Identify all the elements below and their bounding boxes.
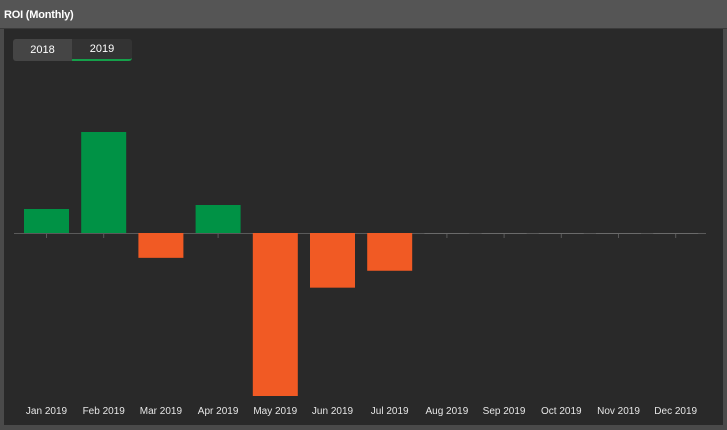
bar-jun-2019 [310, 233, 355, 288]
tab-2019[interactable]: 2019 [72, 39, 132, 61]
x-tick-label: Jun 2019 [312, 406, 354, 417]
x-tick-label: Jul 2019 [371, 406, 409, 417]
x-tick-label: Aug 2019 [425, 406, 468, 417]
x-tick-label: May 2019 [253, 406, 297, 417]
x-tick-label: Dec 2019 [654, 406, 697, 417]
bar-mar-2019 [138, 233, 184, 258]
x-tick-label: Feb 2019 [83, 406, 126, 417]
bar-apr-2019 [195, 205, 241, 233]
widget-title: ROI (Monthly) [4, 9, 74, 21]
year-tabs: 2018 2019 [13, 39, 132, 61]
x-tick-label: Nov 2019 [597, 406, 640, 417]
tab-2018[interactable]: 2018 [13, 39, 72, 61]
x-tick-label: Apr 2019 [198, 406, 239, 417]
bar-jan-2019 [24, 209, 69, 233]
bar-jul-2019 [367, 233, 413, 271]
widget-header: ROI (Monthly) [0, 0, 727, 29]
bar-may-2019 [252, 233, 298, 396]
bar-feb-2019 [81, 132, 127, 233]
x-tick-label: Sep 2019 [483, 406, 526, 417]
x-tick-label: Oct 2019 [541, 406, 582, 417]
x-tick-label: Jan 2019 [26, 406, 68, 417]
x-tick-label: Mar 2019 [140, 406, 183, 417]
